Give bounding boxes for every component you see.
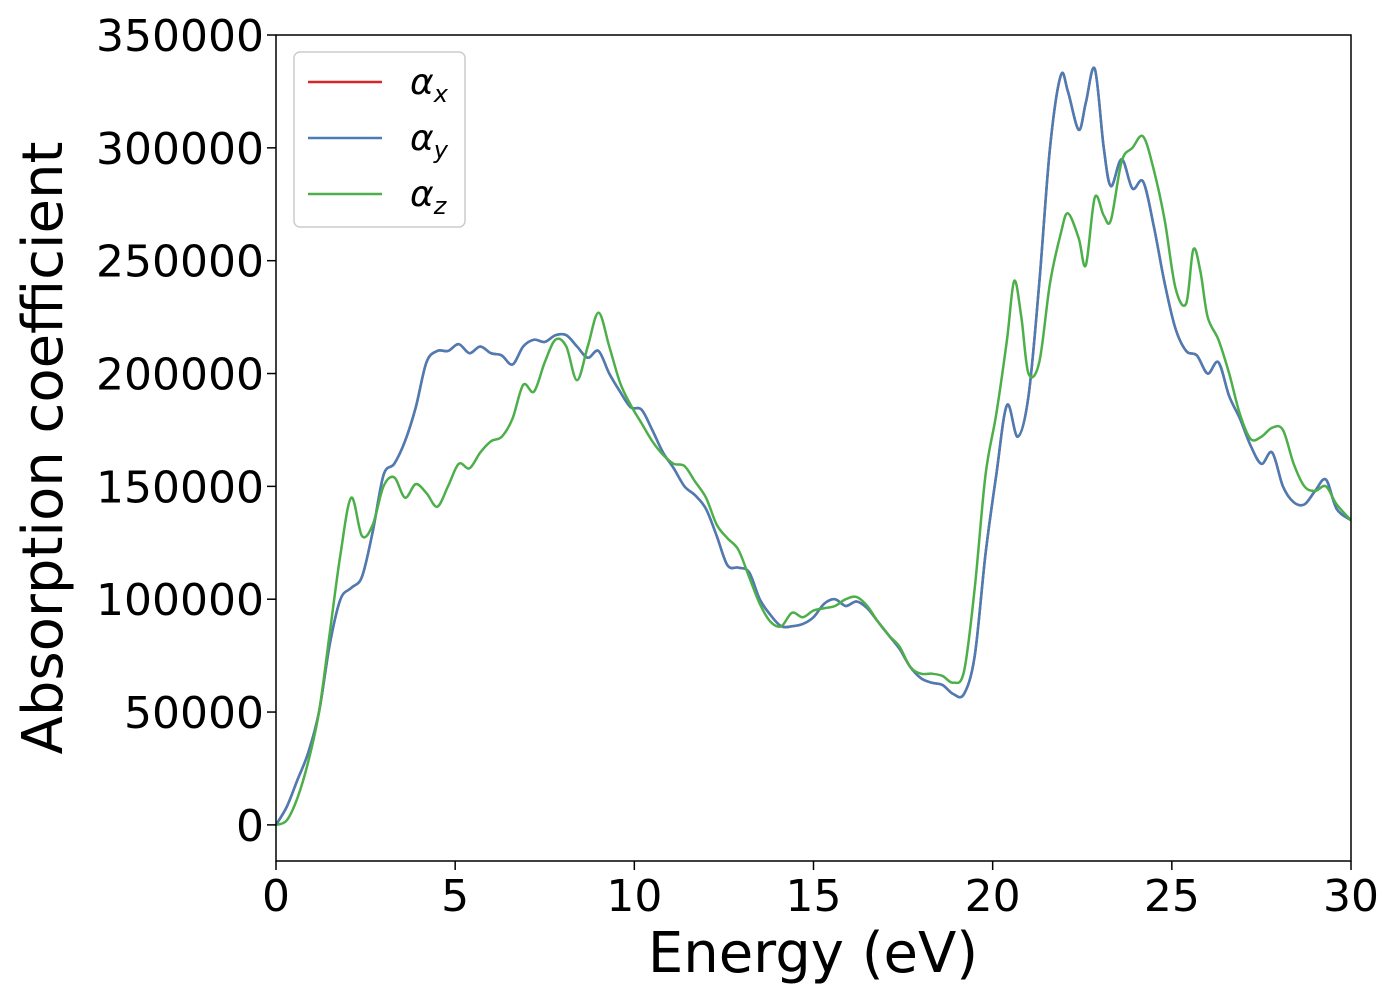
legend-entries: αx αy αz	[308, 62, 449, 220]
legend-item-x: αx	[308, 62, 449, 108]
x-tick-label: 25	[1144, 871, 1200, 922]
y-tick-label: 150000	[96, 462, 264, 513]
y-tick-label: 250000	[96, 237, 264, 288]
series-line-y	[276, 66, 1351, 827]
y-tick-label: 0	[236, 801, 264, 852]
legend-label: αy	[410, 118, 449, 164]
y-tick-label: 300000	[96, 124, 264, 175]
x-tick-label: 30	[1323, 871, 1379, 922]
x-tick-label: 15	[786, 871, 842, 922]
x-tick-label: 10	[606, 871, 662, 922]
legend-box	[293, 51, 466, 228]
legend-label: αz	[410, 174, 448, 220]
x-axis-label: Energy (eV)	[648, 921, 978, 986]
x-tick-label: 0	[262, 871, 290, 922]
legend: αx αy αz	[293, 51, 466, 228]
y-axis-label: Absorption coefficient	[11, 142, 76, 755]
y-tick-label: 350000	[96, 11, 264, 62]
y-tick-label: 200000	[96, 350, 264, 401]
y-tick-label: 50000	[124, 688, 264, 739]
legend-label: αx	[410, 62, 449, 108]
y-axis: 0 50000 100000 150000 200000 250000 300000 3500…	[96, 11, 276, 852]
x-axis: 0 5 10 15 20 25 30	[262, 861, 1379, 922]
legend-item-z: αz	[308, 174, 448, 220]
x-tick-label: 5	[441, 871, 469, 922]
series-line-z	[276, 134, 1351, 827]
y-tick-label: 100000	[96, 575, 264, 626]
legend-item-y: αy	[308, 118, 449, 164]
series-layer	[276, 66, 1351, 827]
x-tick-label: 20	[965, 871, 1021, 922]
